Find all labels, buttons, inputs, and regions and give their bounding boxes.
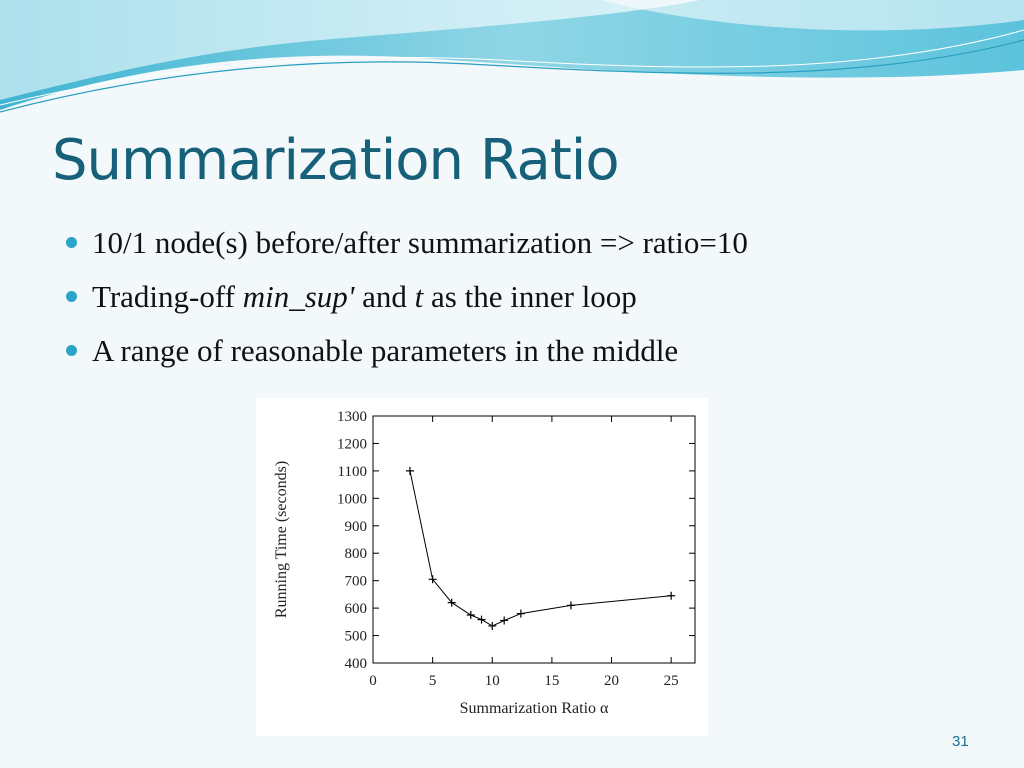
data-point — [405, 466, 414, 475]
data-point — [516, 609, 525, 618]
bullet-text: t — [414, 279, 424, 314]
series-line — [409, 470, 672, 627]
data-point — [488, 621, 497, 630]
data-point — [566, 601, 575, 610]
bullet-dot-icon — [66, 237, 77, 248]
y-tick-label: 800 — [345, 546, 368, 562]
y-tick-label: 600 — [345, 601, 368, 617]
bullet-item: A range of reasonable parameters in the … — [64, 333, 748, 387]
data-point — [667, 591, 676, 600]
data-point — [466, 610, 475, 619]
y-tick-label: 1000 — [337, 491, 367, 507]
y-tick-label: 1200 — [337, 436, 367, 452]
data-point — [428, 575, 437, 584]
bullet-dot-icon — [66, 291, 77, 302]
y-tick-label: 900 — [345, 519, 368, 535]
x-tick-label: 5 — [429, 673, 437, 689]
plot-frame — [372, 415, 696, 664]
bullet-item: 10/1 node(s) before/after summarization … — [64, 225, 748, 279]
bullet-text: as the inner loop — [423, 279, 637, 314]
y-tick-label: 500 — [345, 629, 368, 645]
bullet-item: Trading-off min_sup' and t as the inner … — [64, 279, 748, 333]
slide-number: 31 — [952, 733, 969, 750]
x-tick-label: 25 — [664, 673, 679, 689]
chart-panel: 400 500 600 700 800 900 1000 1100 1200 1300 0 5 10 15… — [256, 398, 708, 736]
running-time-chart: 400 500 600 700 800 900 1000 1100 1200 1300 0 5 10 15… — [273, 409, 696, 717]
bullet-text: Trading-off — [92, 279, 243, 314]
data-point — [500, 616, 509, 625]
y-tick-label: 1100 — [338, 464, 367, 480]
slide-title: Summarization Ratio — [52, 128, 620, 193]
bullet-text: A range of reasonable parameters in the … — [92, 333, 679, 368]
header-wave-decoration — [0, 0, 1024, 120]
bullet-text: 10/1 node(s) before/after summarization … — [92, 225, 748, 260]
bullet-text: and — [354, 279, 415, 314]
x-tick-label: 10 — [485, 673, 500, 689]
x-tick-label: 0 — [369, 673, 377, 689]
x-tick-label: 15 — [544, 673, 559, 689]
data-point — [447, 598, 456, 607]
y-tick-label: 700 — [345, 574, 368, 590]
y-tick-label: 400 — [345, 656, 368, 672]
x-tick-label: 20 — [604, 673, 619, 689]
bullet-dot-icon — [66, 345, 77, 356]
y-tick-label: 1300 — [337, 409, 367, 425]
y-axis-label: Running Time (seconds) — [273, 461, 290, 618]
bullet-list: 10/1 node(s) before/after summarization … — [64, 225, 748, 387]
data-point — [477, 615, 486, 624]
x-axis-label: Summarization Ratio α — [460, 700, 609, 717]
bullet-text: min_sup' — [242, 279, 355, 314]
